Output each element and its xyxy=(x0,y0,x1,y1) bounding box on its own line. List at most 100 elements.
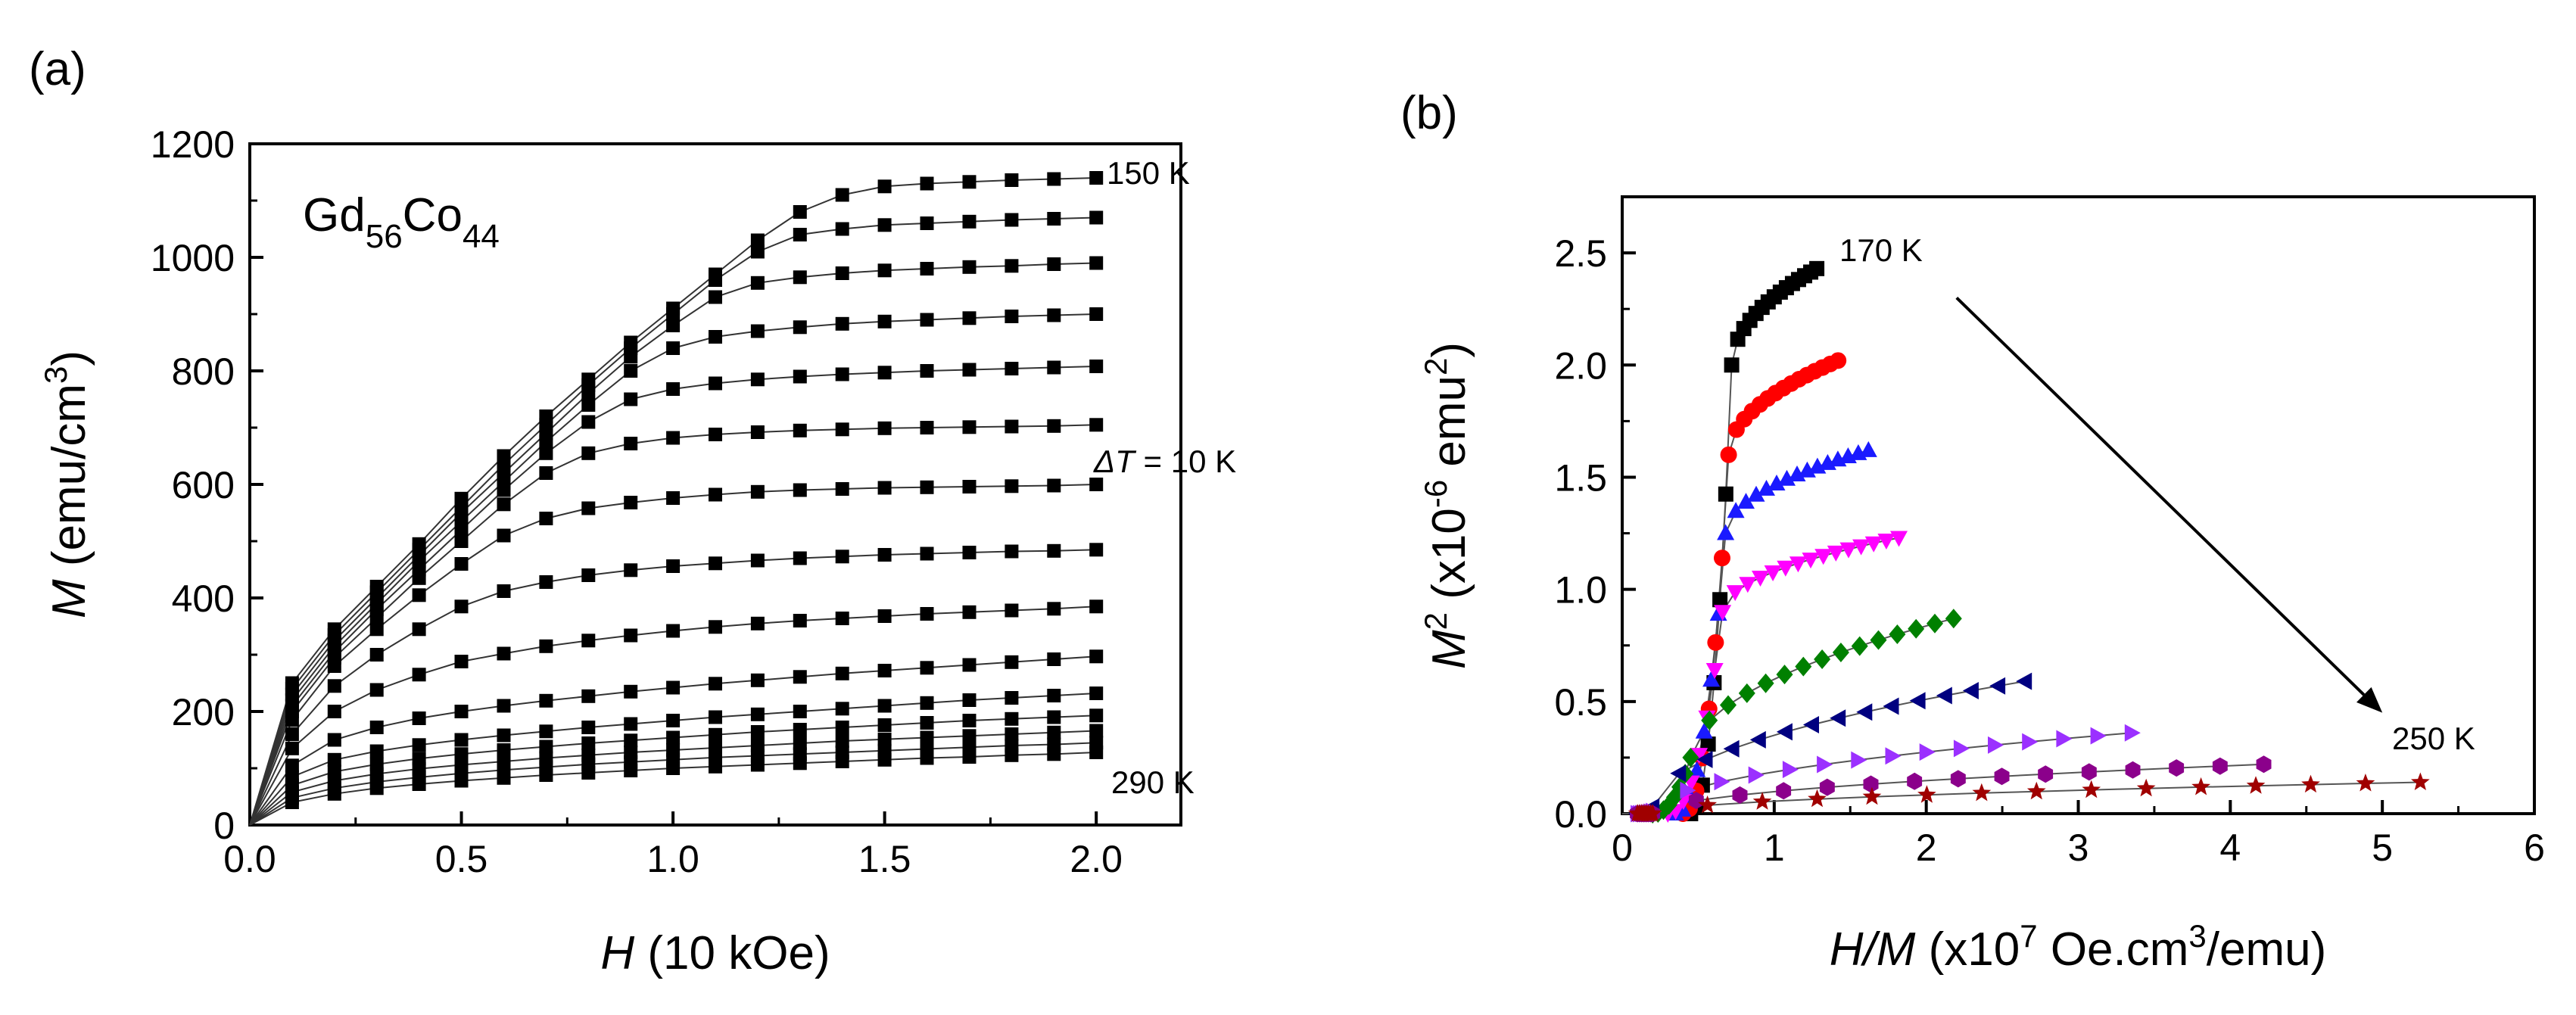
a-data-point xyxy=(877,752,892,767)
a-data-point xyxy=(962,750,977,764)
a-data-point xyxy=(1089,478,1104,491)
a-data-point xyxy=(793,614,807,627)
a-data-point xyxy=(793,705,807,718)
a-data-point xyxy=(709,376,722,391)
a-data-point xyxy=(920,364,934,378)
a-data-point xyxy=(497,743,511,757)
a-data-point xyxy=(666,491,681,505)
b-data-point xyxy=(2022,733,2039,751)
a-data-point xyxy=(1005,310,1019,323)
b-data-point xyxy=(2081,763,2097,781)
b-ytick-label: 0.0 xyxy=(1554,793,1607,836)
a-data-point xyxy=(920,607,934,621)
b-data-point xyxy=(1705,663,1724,679)
a-data-point xyxy=(750,616,765,630)
a-data-point xyxy=(666,624,681,638)
a-data-point xyxy=(666,680,681,695)
b-data-point xyxy=(1907,772,1923,790)
panel-b-ticks: 0 1 2 3 4 5 6 0.0 0.5 1.0 1.5 2.0 2.5 xyxy=(1554,232,2544,869)
annotation-290k: 290 K xyxy=(1111,764,1195,800)
b-data-point xyxy=(1808,789,1827,808)
a-data-point xyxy=(1089,724,1104,738)
b-data-point xyxy=(1748,766,1765,784)
a-data-point xyxy=(666,307,681,321)
a-data-point xyxy=(539,768,553,782)
b-data-point xyxy=(1802,553,1820,569)
a-data-point xyxy=(369,648,384,662)
b-data-point xyxy=(1717,524,1735,540)
a-data-point xyxy=(666,341,681,355)
b-data-point xyxy=(1862,786,1882,805)
b-data-point xyxy=(2256,755,2272,774)
a-data-point xyxy=(793,670,807,684)
a-data-point xyxy=(1005,362,1019,375)
a-data-point xyxy=(835,550,849,564)
b-data-point xyxy=(1962,682,1979,699)
a-data-point xyxy=(877,699,892,713)
compound-label: Gd56Co44 xyxy=(303,189,500,255)
panel-a-ticks: 0.0 0.5 1.0 1.5 2.0 0 200 400 600 800 1000 1200 xyxy=(151,123,1123,880)
panel-b: (b) 0 1 2 3 4 5 6 0.0 0.5 1.0 1.5 2.0 2.5 170 K 250 … xyxy=(1400,87,2545,976)
b-data-point xyxy=(1851,636,1868,656)
b-data-point xyxy=(1758,479,1775,496)
b-data-point xyxy=(1927,613,1943,634)
a-data-point xyxy=(1047,308,1061,322)
a-data-point xyxy=(454,733,469,747)
b-data-point xyxy=(1643,804,1662,822)
b-data-point xyxy=(1883,697,1899,715)
a-data-point xyxy=(877,609,892,623)
b-data-point xyxy=(1817,755,1833,774)
a-data-point xyxy=(539,446,553,460)
a-data-point xyxy=(412,668,426,682)
a-data-point xyxy=(793,551,807,565)
b-data-point xyxy=(1795,656,1812,677)
a-data-point xyxy=(581,568,596,582)
a-data-point xyxy=(666,431,681,445)
a-data-point xyxy=(1047,543,1061,558)
a-data-point xyxy=(624,764,638,777)
b-data-point xyxy=(1764,565,1782,581)
b-ytick-label: 2.5 xyxy=(1554,232,1607,275)
b-data-point xyxy=(1720,695,1737,715)
a-data-point xyxy=(539,724,553,739)
a-ytick-label: 400 xyxy=(172,578,235,620)
a-ytick-label: 1200 xyxy=(151,123,235,166)
a-data-point xyxy=(750,233,765,248)
a-data-point xyxy=(454,599,469,614)
a-data-point xyxy=(793,270,807,285)
b-data-point xyxy=(1738,683,1755,703)
a-data-point xyxy=(666,761,681,775)
a-data-point xyxy=(709,677,722,691)
a-data-point xyxy=(285,741,299,755)
b-data-point xyxy=(1713,550,1730,567)
a-data-point xyxy=(750,707,765,721)
b-data-point xyxy=(1917,785,1936,803)
a-data-point xyxy=(539,575,553,589)
b-data-point xyxy=(1712,592,1728,608)
annotation-150k: 150 K xyxy=(1107,155,1190,191)
a-data-point xyxy=(709,330,722,344)
a-data-point xyxy=(920,262,934,276)
b-data-point xyxy=(1714,605,1732,621)
a-data-point xyxy=(750,276,765,290)
a-data-point xyxy=(1047,478,1061,493)
a-data-point xyxy=(793,423,807,437)
b-data-point xyxy=(1777,560,1795,577)
a-data-point xyxy=(1047,419,1061,433)
b-data-point xyxy=(2246,776,2266,794)
a-data-point xyxy=(920,730,934,745)
a-data-point xyxy=(666,730,681,745)
a-ytick-label: 600 xyxy=(172,464,235,506)
panel-a-series-points xyxy=(285,171,1104,809)
b-data-point xyxy=(1885,747,1902,765)
b-data-point xyxy=(1776,782,1792,800)
a-data-point xyxy=(709,620,722,634)
b-data-point xyxy=(2124,724,2141,742)
a-data-point xyxy=(1047,652,1061,666)
a-data-point xyxy=(709,759,722,774)
a-data-point xyxy=(624,717,638,731)
b-data-point xyxy=(1789,556,1807,573)
a-data-point xyxy=(497,528,511,543)
a-data-point xyxy=(285,758,299,773)
b-data-point xyxy=(1739,577,1757,593)
